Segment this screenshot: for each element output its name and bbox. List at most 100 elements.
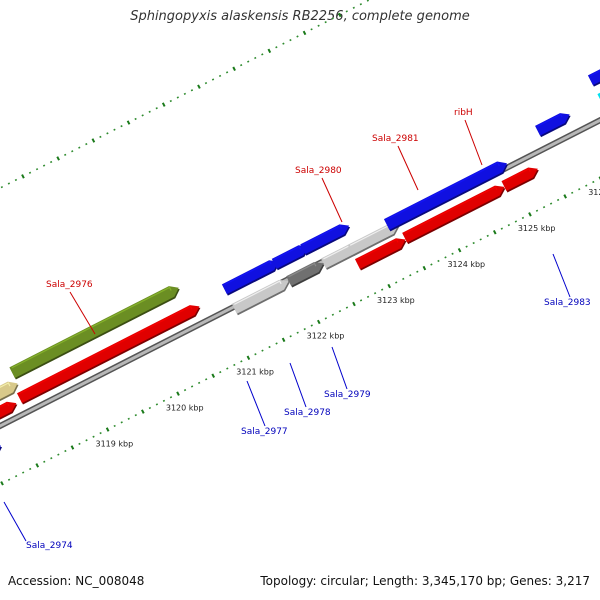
upper-major-tick (56, 156, 60, 161)
lower-minor-tick (289, 335, 292, 338)
upper-minor-tick (352, 6, 355, 9)
lower-minor-tick (500, 227, 503, 230)
upper-minor-tick (240, 64, 243, 67)
upper-major-tick (232, 66, 236, 72)
genome-summary-text: Topology: circular; Length: 3,345,170 bp… (260, 574, 590, 588)
gene-arrow (402, 185, 505, 243)
upper-minor-tick (247, 60, 250, 63)
gene-arrow-highlight (357, 238, 399, 261)
lower-minor-tick (197, 381, 201, 385)
lower-major-tick (563, 194, 567, 199)
upper-minor-tick (141, 114, 144, 117)
upper-minor-tick (28, 171, 32, 174)
tick-label-5: 3123 kbp (377, 296, 415, 305)
leader-line-sala-2974 (3, 501, 27, 542)
lower-minor-tick (331, 313, 335, 316)
lower-minor-tick (162, 399, 166, 402)
leader-line-sala-2983 (552, 253, 571, 298)
upper-major-tick (126, 120, 131, 125)
accession-text: Accession: NC_008048 (8, 574, 145, 588)
lower-minor-tick (338, 310, 342, 313)
leader-line-sala-2977 (246, 380, 266, 427)
gene-arrow (221, 260, 279, 295)
upper-minor-tick (99, 135, 102, 139)
upper-minor-tick (218, 74, 222, 78)
upper-minor-tick (261, 53, 264, 56)
lower-major-tick (105, 427, 110, 432)
upper-minor-tick (148, 110, 151, 113)
gene-label-ribh: ribH (454, 108, 473, 118)
lower-minor-tick (120, 421, 123, 424)
upper-minor-tick (211, 78, 215, 81)
lower-minor-tick (430, 263, 433, 266)
lower-minor-tick (233, 363, 236, 367)
lower-major-tick (316, 319, 321, 325)
lower-minor-tick (556, 198, 560, 202)
upper-major-tick (91, 138, 96, 143)
upper-minor-tick (254, 56, 257, 60)
map-title: Sphingopyxis alaskensis RB2256, complete… (130, 9, 470, 24)
upper-minor-tick (71, 150, 74, 153)
gene-label-sala-2983: Sala_2983 (544, 298, 591, 308)
upper-minor-tick (35, 168, 39, 171)
lower-major-tick (492, 230, 497, 235)
lower-minor-tick (64, 449, 67, 453)
gene-arrow (0, 401, 17, 418)
lower-major-tick (70, 445, 75, 450)
upper-minor-tick (359, 3, 363, 6)
upper-minor-tick (113, 128, 116, 131)
upper-minor-tick (282, 42, 285, 45)
gene-arrow-highlight (288, 262, 317, 278)
upper-minor-tick (78, 146, 81, 149)
backbone-shadow (0, 116, 600, 430)
lower-major-tick (457, 247, 462, 253)
upper-major-tick (337, 12, 342, 18)
lower-minor-tick (148, 406, 152, 410)
lower-minor-tick (549, 202, 553, 205)
lower-minor-tick (465, 245, 468, 248)
lower-minor-tick (479, 238, 482, 241)
upper-minor-tick (289, 38, 292, 42)
gene-arrow-highlight (224, 260, 272, 286)
upper-minor-tick (155, 107, 158, 110)
upper-minor-tick (204, 81, 208, 85)
upper-minor-tick (310, 28, 313, 31)
lower-minor-tick (324, 317, 328, 320)
upper-minor-tick (190, 89, 194, 92)
gene-arrow (587, 69, 600, 86)
gene-arrow (501, 167, 538, 191)
lower-minor-tick (57, 453, 60, 456)
gene-arrow (383, 161, 507, 230)
upper-minor-tick (134, 117, 137, 121)
gene-arrow (347, 224, 399, 255)
leader-line-sala-2981 (397, 145, 419, 191)
lower-minor-tick (134, 414, 137, 417)
lower-minor-tick (359, 299, 363, 302)
gene-arrow-highlight (11, 286, 172, 369)
lower-major-tick (246, 355, 251, 361)
lower-minor-tick (183, 388, 187, 392)
lower-major-tick (211, 373, 216, 378)
tick-label-6: 3124 kbp (447, 260, 485, 269)
lower-major-tick (176, 391, 180, 396)
leader-line-sala-2976 (69, 291, 96, 335)
upper-minor-tick (49, 160, 53, 164)
lower-minor-tick (437, 259, 440, 263)
lower-minor-tick (395, 281, 398, 284)
lower-major-tick (387, 283, 391, 289)
tick-label-7: 3125 kbp (518, 224, 556, 233)
gene-arrow-highlight (0, 382, 11, 388)
lower-minor-tick (409, 274, 412, 277)
gene-label-sala-2980: Sala_2980 (295, 166, 342, 176)
lower-minor-tick (542, 206, 546, 209)
lower-minor-tick (21, 471, 25, 474)
tick-label-3: 3121 kbp (236, 368, 274, 377)
gene-arrow (271, 245, 309, 269)
lower-minor-tick (226, 367, 229, 370)
lower-minor-tick (127, 417, 130, 420)
lower-minor-tick (366, 295, 370, 298)
gene-arrow-highlight (19, 305, 193, 395)
label-layer: 3119 kbp 3120 kbp 3121 kbp 3122 kbp 3123 kbp… (3, 108, 600, 551)
gene-arrow-highlight (234, 280, 282, 305)
